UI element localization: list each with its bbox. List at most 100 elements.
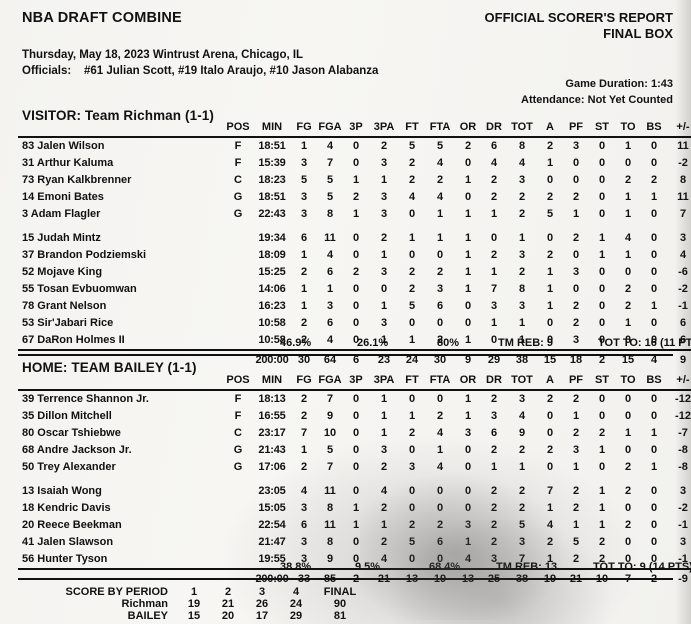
stat-or: 0 [464,300,472,312]
stat-min: 22:54 [258,519,286,531]
stat-tpa: 1 [380,300,388,312]
stat-bs: 0 [650,208,658,220]
stat-to: 0 [624,536,632,548]
stat-min: 19:55 [258,553,286,565]
stat-or: 4 [464,553,472,565]
stat-min: 19:34 [258,232,286,244]
stat-min: 21:47 [258,536,286,548]
stat-ft: 0 [408,317,416,329]
stat-tot: 3 [518,300,526,312]
stat-tpa: 3 [380,157,388,169]
table-row: 68 Andre Jackson Jr. G 21:43 1 5 0 3 0 1 0 2 2 2 3 1 0 0… [18,442,691,459]
stat-pf: 1 [572,410,580,422]
stat-fg: 3 [300,536,308,548]
stat-a: 2 [546,444,554,456]
stat-to: 1 [624,427,632,439]
stat-fta: 6 [436,536,444,548]
stat-fga: 5 [326,191,334,203]
stat-dr: 0 [490,232,498,244]
stat-to: 0 [624,157,632,169]
stat-st: 0 [598,300,606,312]
player-name: 14 Emoni Bates [22,191,104,203]
attendance: Attendance: Not Yet Counted [521,93,673,106]
col-plusminus: +/- [667,118,691,138]
stat-pf: 2 [572,393,580,405]
stat-fta: 4 [436,461,444,473]
stat-tp: 1 [352,208,360,220]
stat-fta: 2 [436,334,444,346]
sbp-period-3: 3 [258,586,266,598]
stat-tp: 0 [352,461,360,473]
stat-st: 0 [598,393,606,405]
stat-fga: 8 [326,208,334,220]
col-pf: PF [563,118,589,138]
stat-pos: G [233,208,243,220]
stat-pos: F [234,393,242,405]
sbp-team-row: BAILEY 15 20 17 29 81 [18,610,367,622]
stat-pm: -12 [675,410,691,422]
stat-st: 1 [598,232,606,244]
stat-pm: 8 [679,174,687,186]
table-row: 35 Dillon Mitchell F 16:55 2 9 0 1 1 2 1 3 4 0 1 0 0 0 -1… [18,408,691,425]
stat-min: 14:06 [258,283,286,295]
stat-or: 0 [464,485,472,497]
stat-pm: 4 [679,249,687,261]
player-name: 67 DaRon Holmes II [22,334,125,346]
player-name: 50 Trey Alexander [22,461,116,473]
player-name: 15 Judah Mintz [22,232,101,244]
officials-label: Officials: [22,65,72,78]
stat-fga: 11 [324,485,336,497]
stat-min: 15:39 [258,157,286,169]
stat-min: 18:13 [258,393,286,405]
stat-dr: 2 [490,191,498,203]
stat-tp: 1 [352,519,360,531]
col-3p: 3P [343,118,369,138]
stat-min: 18:51 [258,140,286,152]
stat-a: 4 [546,519,554,531]
stat-bs: 0 [650,553,658,565]
col-tot: TOT [507,371,537,391]
visitor-total-turnovers: TOT TO: 16 (11 PTS) [598,337,691,349]
stat-pos [223,315,253,332]
stat-bs: 2 [650,174,658,186]
stat-ft: 2 [408,174,416,186]
stat-fga: 11 [324,232,336,244]
stat-to: 2 [624,283,632,295]
col-st: ST [589,118,615,138]
stat-ft: 0 [408,208,416,220]
stat-fga: 5 [326,174,334,186]
stat-fg: 1 [300,140,308,152]
stat-pm: 9 [667,349,691,369]
stat-pos [223,483,253,500]
stat-a: 0 [546,334,554,346]
stat-pf: 3 [572,334,580,346]
stat-ft: 5 [408,140,416,152]
stat-tot: 7 [518,553,526,565]
stat-pf: 0 [572,249,580,261]
stat-to: 1 [624,208,632,220]
sbp-period-2: 2 [224,586,232,598]
col-dr: DR [481,118,507,138]
stat-pos: G [233,461,243,473]
stat-tp: 0 [352,553,360,565]
stat-st: 0 [598,410,606,422]
stat-fga: 8 [326,536,334,548]
stat-dr: 1 [490,317,498,329]
stat-ft: 1 [408,334,416,346]
player-name: 3 Adam Flagler [22,208,101,220]
sbp-q3-score: 26 [255,598,269,610]
stat-dr: 2 [490,536,498,548]
player-name: 13 Isaiah Wong [22,485,102,497]
stat-pm: -8 [678,444,688,456]
stat-st: 1 [598,519,606,531]
stat-tot: 3 [518,249,526,261]
stat-pf: 0 [572,283,580,295]
